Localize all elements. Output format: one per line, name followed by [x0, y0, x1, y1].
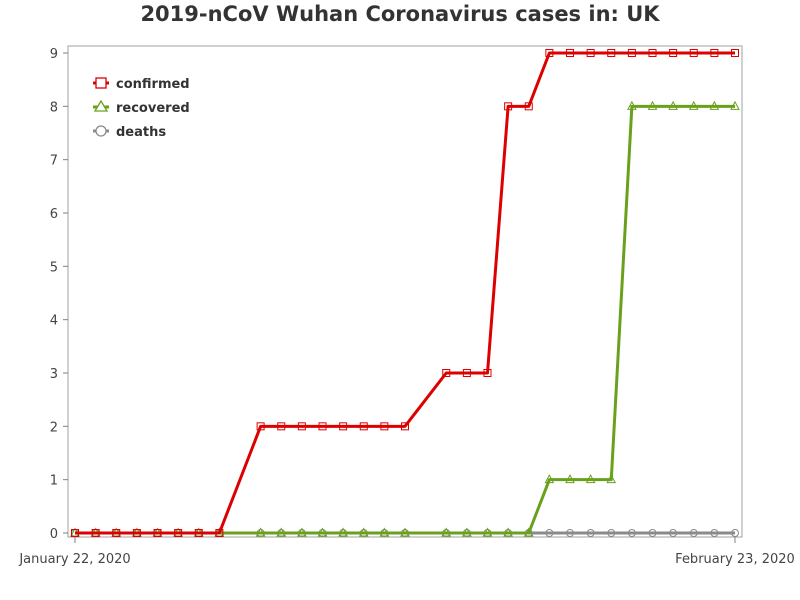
x-tick-label-end: February 23, 2020 — [675, 552, 795, 567]
data-point-confirmed — [112, 529, 121, 537]
data-point-confirmed — [442, 369, 451, 377]
y-tick-label: 0 — [50, 527, 58, 542]
y-axis: 0 1 2 3 4 5 6 7 8 9 — [50, 47, 68, 542]
data-point-recovered — [441, 527, 452, 537]
data-point-confirmed — [401, 422, 409, 431]
data-point-confirmed — [669, 49, 678, 57]
data-point-confirmed — [689, 49, 698, 57]
legend: confirmed recovered deaths — [93, 77, 190, 140]
y-tick-label: 9 — [50, 47, 58, 62]
data-point-recovered — [255, 527, 266, 537]
data-point-confirmed — [462, 369, 471, 377]
data-point-confirmed — [586, 49, 595, 57]
data-point-recovered — [338, 527, 348, 537]
y-tick-label: 2 — [50, 420, 58, 435]
data-point-recovered — [297, 527, 307, 537]
data-point-confirmed — [710, 49, 719, 57]
data-point-recovered — [379, 527, 390, 537]
y-tick-label: 8 — [50, 100, 58, 115]
data-point-recovered — [544, 474, 555, 484]
data-point-recovered — [709, 100, 720, 110]
data-point-deaths — [669, 529, 678, 537]
data-point-deaths — [566, 529, 574, 537]
data-point-recovered — [276, 527, 287, 537]
data-point-deaths — [545, 529, 554, 537]
data-point-confirmed — [504, 102, 513, 111]
data-point-deaths — [731, 529, 739, 537]
data-point-recovered — [668, 100, 678, 110]
plot-frame — [67, 45, 743, 538]
legend-item-recovered: recovered — [93, 99, 190, 116]
data-point-confirmed — [648, 49, 657, 57]
x-axis: January 22, 2020 February 23, 2020 — [18, 537, 795, 567]
legend-label: deaths — [116, 125, 166, 140]
chart-title: 2019-nCoV Wuhan Coronavirus cases in: UK — [140, 2, 660, 26]
data-point-recovered — [688, 100, 699, 110]
data-point-confirmed — [71, 529, 79, 537]
data-point-recovered — [503, 527, 513, 537]
data-point-recovered — [565, 474, 575, 484]
data-point-deaths — [648, 529, 657, 537]
data-point-confirmed — [256, 422, 265, 431]
legend-label: recovered — [116, 101, 190, 116]
data-point-confirmed — [566, 49, 574, 57]
data-point-deaths — [710, 529, 719, 537]
legend-marker — [93, 99, 109, 112]
data-point-confirmed — [731, 49, 739, 57]
data-point-confirmed — [174, 529, 183, 537]
y-tick-label: 6 — [50, 207, 58, 222]
x-tick-label-start: January 22, 2020 — [18, 552, 130, 567]
data-point-recovered — [482, 527, 493, 537]
data-point-confirmed — [277, 422, 286, 431]
legend-marker — [95, 125, 107, 137]
data-point-confirmed — [545, 49, 554, 57]
data-point-confirmed — [194, 529, 203, 537]
data-point-confirmed — [297, 422, 306, 431]
series-layer — [70, 49, 740, 537]
data-point-deaths — [689, 529, 698, 537]
legend-item-deaths: deaths — [93, 125, 166, 140]
data-point-deaths — [607, 529, 616, 537]
data-point-recovered — [462, 527, 472, 537]
data-point-recovered — [606, 474, 617, 484]
series-recovered — [70, 100, 740, 537]
y-tick-label: 1 — [50, 474, 58, 489]
data-point-recovered — [358, 527, 369, 537]
data-point-recovered — [585, 474, 596, 484]
legend-marker — [95, 77, 107, 89]
data-point-recovered — [400, 527, 410, 537]
data-point-confirmed — [132, 529, 141, 537]
data-point-confirmed — [359, 422, 368, 431]
data-point-deaths — [586, 529, 595, 537]
series-line-confirmed — [75, 51, 735, 535]
data-point-recovered — [730, 100, 740, 110]
data-point-confirmed — [607, 49, 616, 57]
data-point-confirmed — [153, 529, 162, 537]
data-point-confirmed — [215, 529, 224, 537]
series-confirmed — [71, 49, 739, 537]
data-point-confirmed — [380, 422, 389, 431]
data-point-deaths — [627, 529, 636, 537]
data-point-recovered — [523, 527, 534, 537]
data-point-confirmed — [339, 422, 348, 431]
y-tick-label: 7 — [50, 154, 58, 169]
data-point-confirmed — [627, 49, 636, 57]
data-point-recovered — [627, 100, 637, 110]
legend-item-confirmed: confirmed — [93, 77, 190, 92]
data-point-confirmed — [524, 102, 533, 111]
y-tick-label: 4 — [50, 314, 58, 329]
data-point-confirmed — [91, 529, 100, 537]
y-tick-label: 5 — [50, 260, 58, 275]
y-tick-label: 3 — [50, 367, 58, 382]
data-point-recovered — [317, 527, 328, 537]
series-line-recovered — [75, 104, 735, 535]
legend-label: confirmed — [116, 77, 190, 92]
data-point-recovered — [647, 100, 658, 110]
data-point-confirmed — [483, 369, 492, 377]
data-point-confirmed — [318, 422, 327, 431]
